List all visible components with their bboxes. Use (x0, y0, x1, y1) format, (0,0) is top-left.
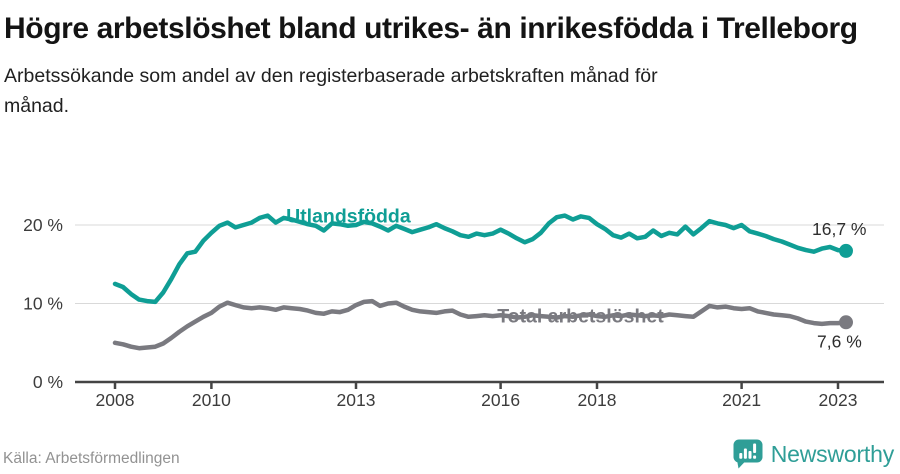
x-tick-label: 2018 (578, 390, 617, 410)
y-tick-label: 10 % (23, 294, 63, 314)
y-tick-label: 0 % (33, 372, 63, 392)
x-tick-label: 2016 (481, 390, 520, 410)
y-tick-label: 20 % (23, 215, 63, 235)
line-chart: 2008 2010 2013 2016 2018 2021 2023 0 % 10 % 20 % U… (0, 175, 900, 425)
exclamation-dot (752, 455, 756, 459)
newsworthy-logo: Newsworthy (733, 439, 894, 469)
end-value-label: 16,7 % (812, 219, 866, 239)
series-end-dot (839, 243, 853, 258)
chart-header: Högre arbetslöshet bland utrikes- än inr… (0, 0, 900, 121)
bar-short (739, 453, 743, 459)
x-tick-label: 2023 (819, 390, 858, 410)
end-value-label: 7,6 % (817, 331, 862, 351)
chart-subtitle: Arbetssökande som andel av den registerb… (4, 65, 658, 117)
exclamation-bar (752, 443, 756, 453)
x-tick-label: 2021 (722, 390, 761, 410)
newsworthy-speech-bubble-bar-chart-icon (733, 439, 763, 469)
bar-medium (748, 451, 752, 459)
series-line-total (112, 298, 849, 351)
series-label: Total arbetslöshet (497, 305, 664, 327)
line-chart-canvas: 2008 2010 2013 2016 2018 2021 2023 0 % 10 % 20 % U… (23, 206, 884, 410)
series-label: Utlandsfödda (286, 206, 411, 228)
bar-tall (743, 448, 747, 459)
x-tick-label: 2013 (337, 390, 376, 410)
series-line-utlandsfodda (112, 213, 849, 305)
newsworthy-wordmark: Newsworthy (770, 440, 894, 467)
source-note: Källa: Arbetsförmedlingen (3, 450, 180, 467)
x-tick-label: 2008 (96, 390, 135, 410)
series-end-dot (839, 315, 853, 330)
x-tick-label: 2010 (192, 390, 231, 410)
chart-title: Högre arbetslöshet bland utrikes- än inr… (4, 12, 858, 45)
